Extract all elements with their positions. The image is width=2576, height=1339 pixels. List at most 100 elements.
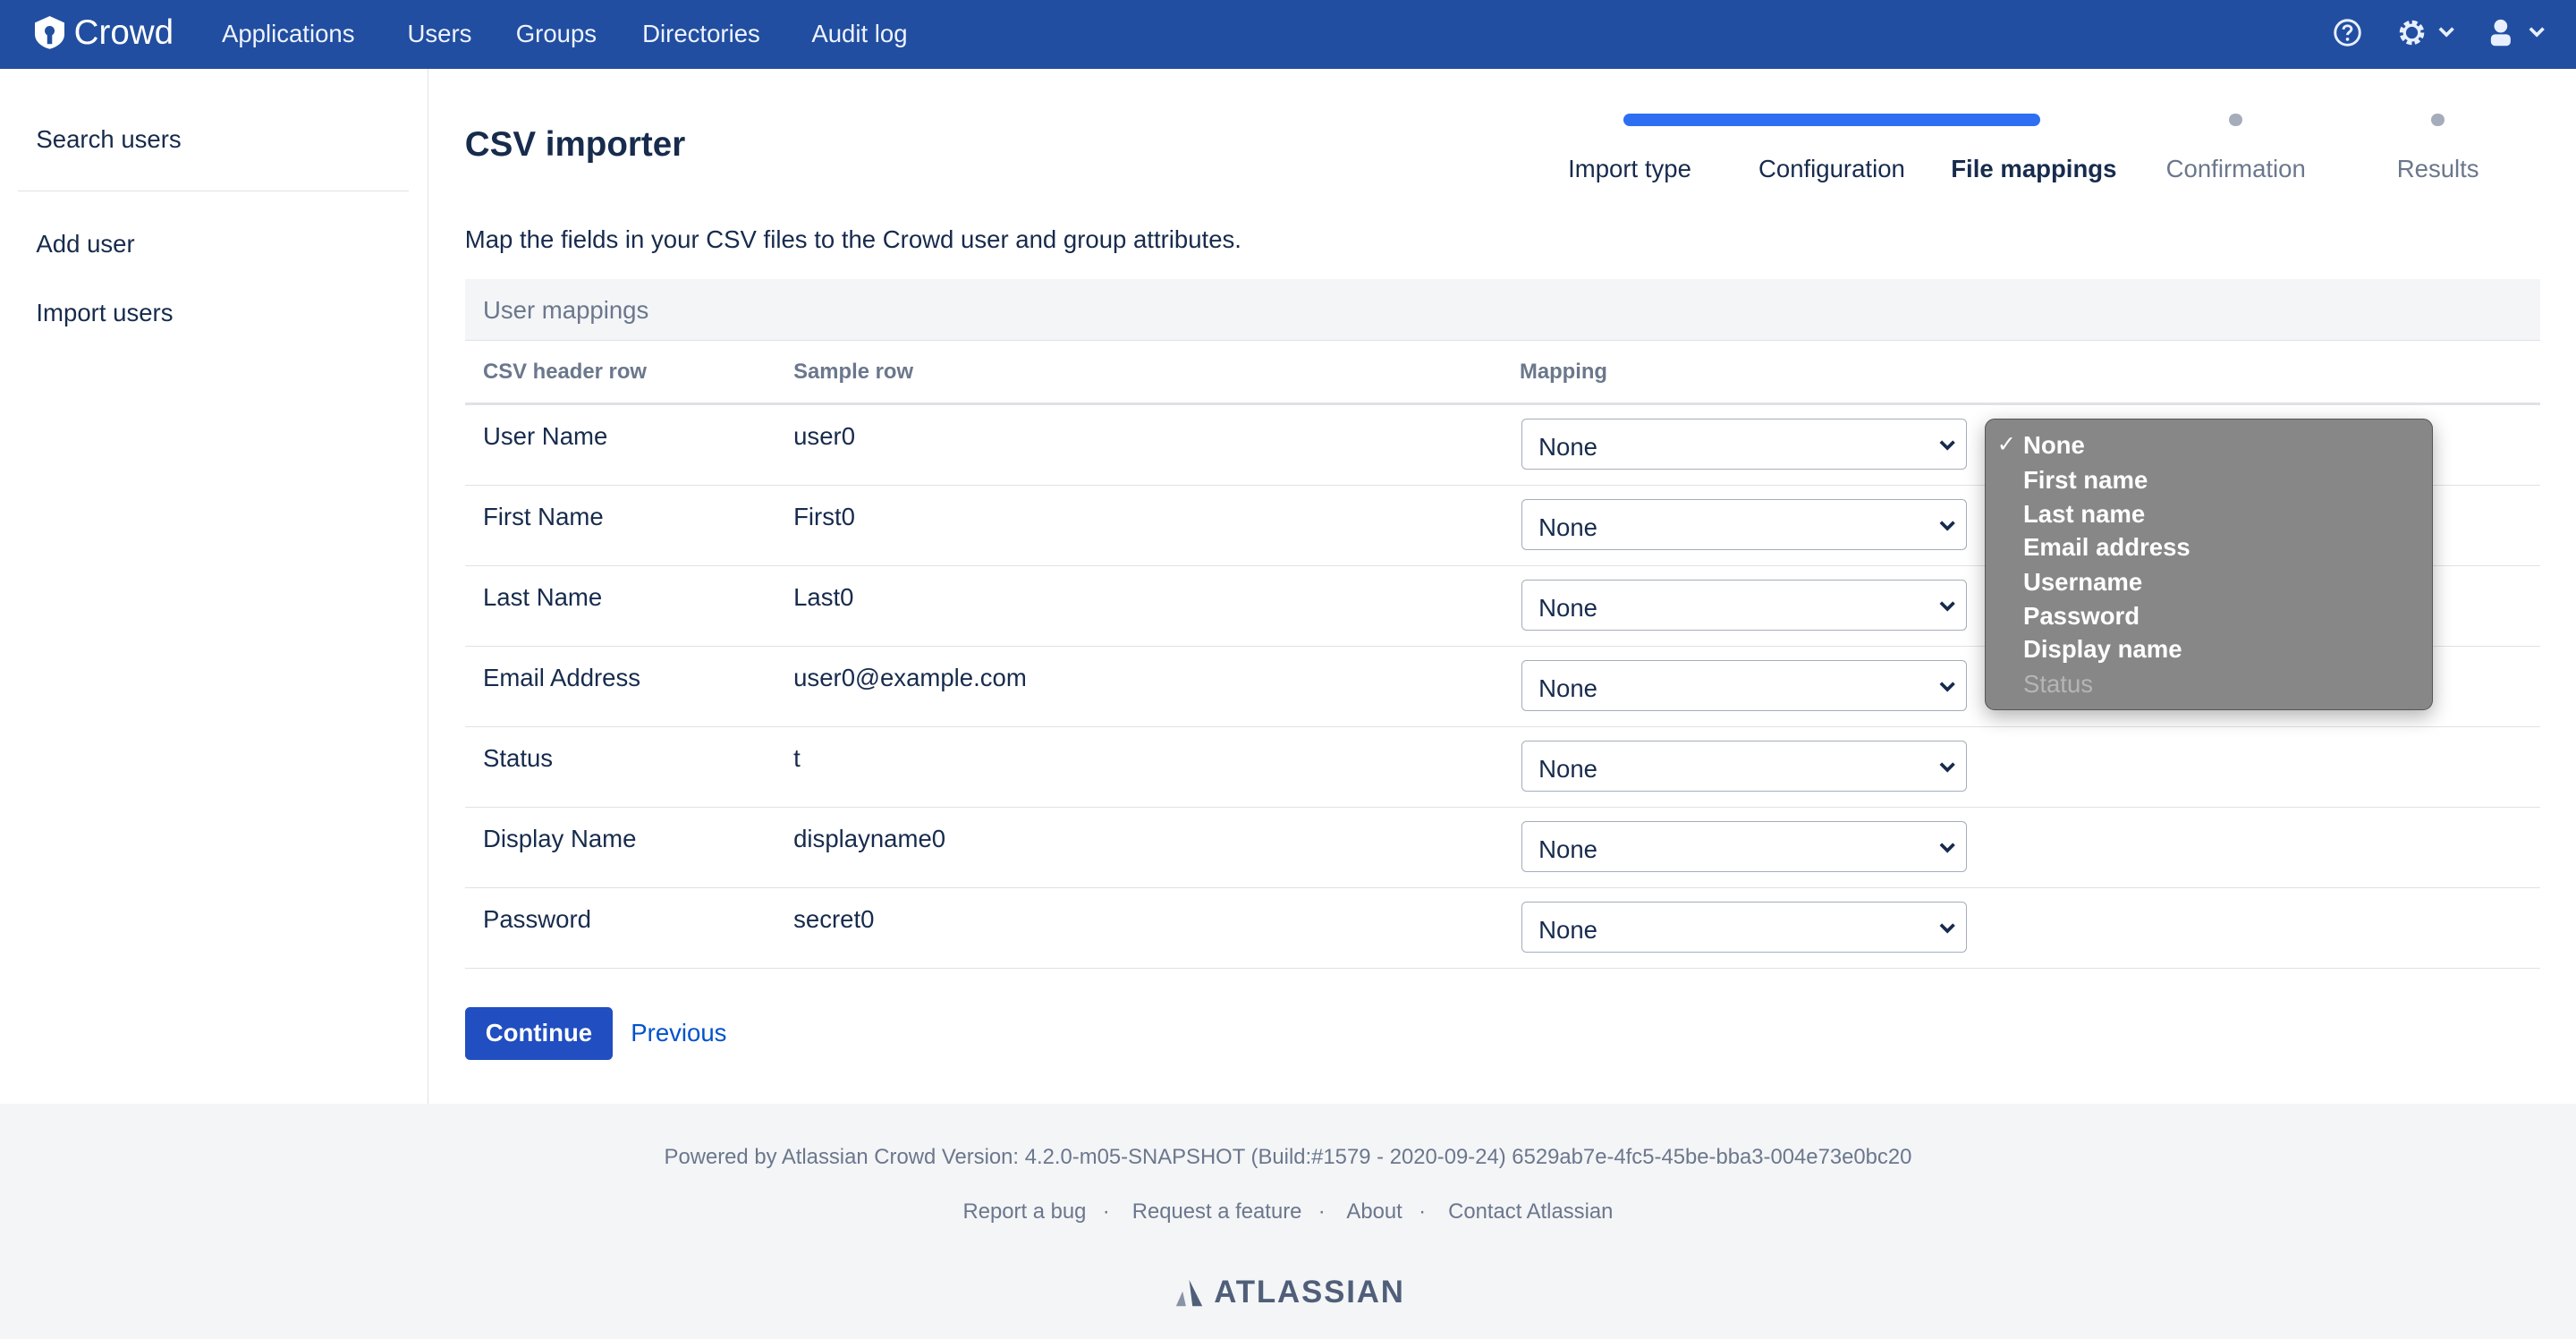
sample-cell: Last0 [793, 583, 854, 612]
sample-cell: secret0 [793, 905, 875, 934]
version-text: Powered by Atlassian Crowd Version: 4.2.… [664, 1145, 1912, 1170]
csv-header-cell: First Name [482, 503, 604, 531]
csv-header-cell: Status [482, 744, 554, 773]
page-title: CSV importer [464, 124, 686, 164]
step-configuration: Configuration [1758, 154, 1905, 182]
table-row: Email Address user0@example.com None [464, 646, 2540, 727]
option-status: Status [2022, 669, 2094, 698]
help-icon[interactable] [2333, 18, 2362, 47]
csv-header-cell: Last Name [482, 583, 603, 612]
divider [464, 402, 2540, 405]
option-password[interactable]: Password [2022, 602, 2140, 631]
page-description: Map the fields in your CSV files to the … [464, 225, 1241, 253]
mapping-dropdown-menu: ✓ None First name Last name Email addres… [1984, 419, 2434, 710]
contact-atlassian-link[interactable]: Contact Atlassian [1448, 1199, 1614, 1224]
nav-directories[interactable]: Directories [642, 20, 760, 48]
sidebar-item-add-user[interactable]: Add user [36, 230, 135, 258]
mapping-select[interactable]: None [1521, 741, 1967, 792]
table-row: Display Name displayname0 None [464, 807, 2540, 888]
option-username[interactable]: Username [2022, 567, 2143, 596]
step-dot [2431, 113, 2445, 127]
csv-header-cell: Email Address [482, 664, 641, 692]
option-first-name[interactable]: First name [2022, 465, 2148, 494]
csv-header-cell: User Name [482, 422, 608, 451]
section-title: User mappings [482, 295, 649, 324]
mapping-value: None [1538, 916, 1597, 945]
footer: Powered by Atlassian Crowd Version: 4.2.… [0, 1104, 2576, 1339]
atlassian-icon [1176, 1279, 1203, 1306]
gear-icon[interactable] [2397, 18, 2427, 47]
step-file-mappings: File mappings [1951, 154, 2117, 182]
option-display-name[interactable]: Display name [2022, 634, 2182, 663]
option-email-address[interactable]: Email address [2022, 533, 2190, 562]
sidebar: Search users Add user Import users [0, 69, 428, 1105]
link-separator: · [1318, 1199, 1326, 1224]
sample-cell: First0 [793, 503, 855, 531]
mapping-value: None [1538, 433, 1597, 462]
mapping-value: None [1538, 594, 1597, 623]
mapping-value: None [1538, 674, 1597, 703]
table-row: Last Name Last0 None [464, 565, 2540, 647]
table-row: First Name First0 None [464, 485, 2540, 566]
progress-bar [1623, 113, 2041, 127]
sample-cell: t [793, 744, 801, 773]
column-header: CSV header row [482, 360, 647, 385]
step-confirmation: Confirmation [2165, 154, 2306, 182]
mapping-select[interactable]: None [1521, 580, 1967, 631]
csv-header-cell: Display Name [482, 825, 637, 853]
checkmark-icon: ✓ [1996, 432, 2017, 458]
mapping-select[interactable]: None [1521, 821, 1967, 873]
step-dot [2229, 113, 2243, 127]
option-none[interactable]: None [2022, 431, 2085, 460]
chevron-down-icon [1939, 681, 1956, 692]
mapping-select[interactable]: None [1521, 660, 1967, 712]
user-icon[interactable] [2489, 18, 2512, 47]
about-link[interactable]: About [1346, 1199, 1402, 1224]
request-feature-link[interactable]: Request a feature [1131, 1199, 1302, 1224]
top-nav: Crowd Applications Users Groups Director… [0, 0, 2576, 70]
app-name: Crowd [73, 13, 174, 52]
nav-users[interactable]: Users [407, 20, 472, 48]
nav-applications[interactable]: Applications [221, 20, 355, 48]
chevron-down-icon [1939, 842, 1956, 853]
chevron-down-icon [1939, 439, 1956, 451]
previous-link[interactable]: Previous [631, 1018, 727, 1047]
nav-groups[interactable]: Groups [515, 20, 597, 48]
continue-button[interactable]: Continue [464, 1006, 614, 1060]
mapping-select[interactable]: None [1521, 902, 1967, 953]
section-header: User mappings [464, 279, 2540, 342]
chevron-down-icon[interactable] [2438, 25, 2454, 38]
chevron-down-icon[interactable] [2529, 25, 2545, 38]
table-row: Password secret0 None [464, 887, 2540, 969]
crowd-shield-icon [34, 16, 64, 50]
sidebar-item-search-users[interactable]: Search users [36, 124, 182, 153]
mapping-value: None [1538, 513, 1597, 542]
mapping-select[interactable]: None [1521, 419, 1967, 470]
chevron-down-icon [1939, 761, 1956, 773]
mapping-select[interactable]: None [1521, 499, 1967, 551]
crowd-logo[interactable]: Crowd [34, 13, 174, 53]
link-separator: · [1102, 1199, 1110, 1224]
atlassian-logo[interactable]: ATLASSIAN [1174, 1275, 1405, 1310]
chevron-down-icon [1939, 520, 1956, 531]
step-import-type: Import type [1568, 154, 1691, 182]
sidebar-item-import-users[interactable]: Import users [36, 299, 174, 327]
sample-cell: displayname0 [793, 825, 946, 853]
csv-header-cell: Password [482, 905, 591, 934]
table-row: Status t None [464, 726, 2540, 808]
nav-audit-log[interactable]: Audit log [811, 20, 908, 48]
mapping-value: None [1538, 835, 1597, 864]
chevron-down-icon [1939, 922, 1956, 934]
option-last-name[interactable]: Last name [2022, 500, 2146, 529]
table-row: User Name user0 None [464, 404, 2540, 486]
column-header: Sample row [793, 360, 914, 385]
step-results: Results [2396, 154, 2479, 182]
sample-cell: user0@example.com [793, 664, 1027, 692]
report-bug-link[interactable]: Report a bug [962, 1199, 1087, 1224]
column-header: Mapping [1519, 360, 1608, 385]
atlassian-wordmark: ATLASSIAN [1214, 1275, 1405, 1310]
mapping-value: None [1538, 755, 1597, 784]
chevron-down-icon [1939, 600, 1956, 612]
link-separator: · [1419, 1199, 1427, 1224]
sample-cell: user0 [793, 422, 856, 451]
